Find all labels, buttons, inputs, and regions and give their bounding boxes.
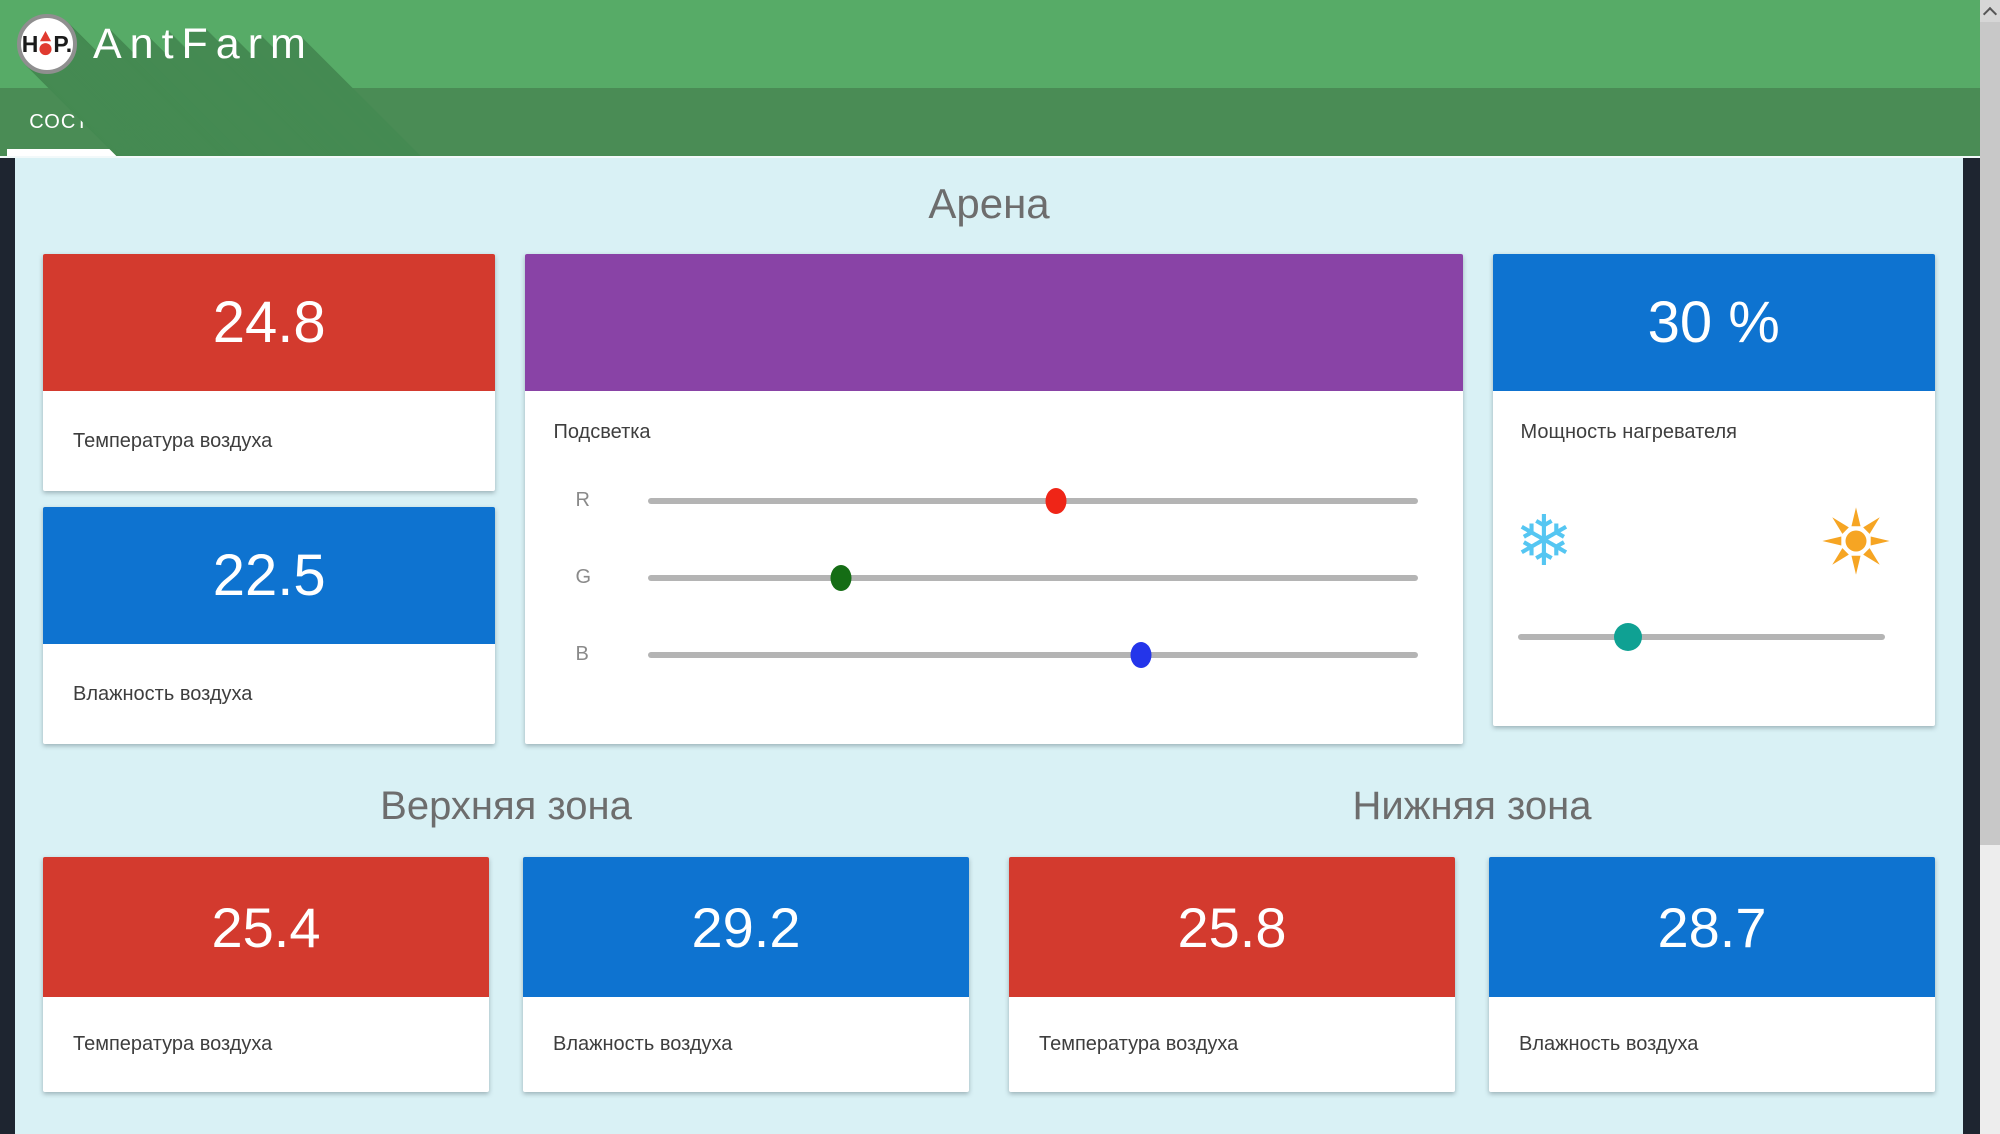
- card-label-panel: Влажность воздуха: [43, 644, 495, 744]
- heater-label: Мощность нагревателя: [1520, 421, 1737, 443]
- air-temperature-value: 24.8: [212, 290, 326, 355]
- upper-humidity-value: 29.2: [691, 895, 801, 959]
- card-value-panel: 29.2: [523, 857, 969, 997]
- slider-row-blue: B: [525, 616, 1462, 693]
- backlight-color-swatch: [525, 254, 1463, 391]
- logo-letter-p: P.: [53, 30, 73, 57]
- green-slider-thumb[interactable]: [830, 564, 852, 591]
- card-lower-humidity: 28.7 Влажность воздуха: [1489, 857, 1935, 1092]
- card-label-panel: Влажность воздуха: [523, 997, 969, 1092]
- card-upper-humidity: 29.2 Влажность воздуха: [523, 857, 969, 1092]
- lower-humidity-label: Влажность воздуха: [1519, 1033, 1699, 1055]
- section-title-arena: Арена: [928, 180, 1050, 227]
- backlight-controls: Подсветка R G: [525, 391, 1462, 744]
- scrollbar-up-button[interactable]: [1980, 0, 2000, 22]
- app-title: AntFarm: [93, 19, 314, 68]
- heater-icon-row: ❄: [1493, 504, 1935, 578]
- heater-value-panel: 30 %: [1492, 254, 1935, 391]
- slider-row-green: G: [525, 539, 1462, 616]
- section-title-upper-zone: Верхняя зона: [380, 784, 632, 828]
- card-arena-air-temperature: 24.8 Температура воздуха: [43, 254, 496, 491]
- red-slider-track[interactable]: [648, 487, 1418, 514]
- card-value-panel: 25.8: [1009, 857, 1455, 997]
- card-label-panel: Температура воздуха: [43, 997, 489, 1092]
- heater-slider-thumb[interactable]: [1613, 623, 1642, 651]
- card-arena-air-humidity: 22.5 Влажность воздуха: [43, 507, 496, 744]
- zones-row: Верхняя зона 25.4 Температура воздуха: [43, 784, 1935, 1092]
- blue-slider-thumb[interactable]: [1130, 641, 1152, 668]
- arena-stat-stack: 24.8 Температура воздуха 22.5 Влажно: [43, 254, 496, 744]
- tab-bar: СОСТОЯНИЕ ИЗОБРАЖЕНИЕ: [0, 88, 1980, 156]
- vertical-scrollbar[interactable]: [1980, 0, 2000, 1134]
- upper-zone-section: Верхняя зона 25.4 Температура воздуха: [43, 784, 969, 1092]
- slider-label-b: B: [575, 643, 589, 665]
- card-value-panel: 24.8: [43, 254, 496, 391]
- app-logo: H P.: [17, 14, 77, 74]
- tab-image[interactable]: ИЗОБРАЖЕНИЕ: [215, 110, 381, 133]
- card-lower-temperature: 25.8 Температура воздуха: [1009, 857, 1455, 1092]
- heater-slider-track[interactable]: [1517, 623, 1885, 651]
- air-humidity-value: 22.5: [212, 543, 326, 608]
- tab-state[interactable]: СОСТОЯНИЕ: [29, 110, 165, 133]
- card-label-panel: Влажность воздуха: [1489, 997, 1935, 1092]
- heater-controls: Мощность нагревателя ❄: [1493, 391, 1935, 726]
- card-label-panel: Температура воздуха: [1009, 997, 1455, 1092]
- upper-temperature-value: 25.4: [211, 895, 321, 959]
- slider-row-red: R: [525, 462, 1462, 539]
- upper-zone-grid: 25.4 Температура воздуха 29.2: [43, 857, 969, 1092]
- card-backlight: Подсветка R G: [525, 254, 1463, 744]
- section-title-lower-zone: Нижняя зона: [1352, 784, 1592, 828]
- card-value-panel: 28.7: [1489, 857, 1935, 997]
- active-tab-indicator: [7, 149, 187, 156]
- lower-zone-section: Нижняя зона 25.8 Температура воздуха: [1009, 784, 1935, 1092]
- chevron-up-icon: [1982, 6, 1998, 21]
- slider-label-g: G: [575, 566, 592, 588]
- card-heater: 30 % Мощность нагревателя ❄: [1492, 254, 1935, 726]
- sun-icon: [1822, 507, 1890, 575]
- app-header: H P. AntFarm: [0, 0, 1980, 88]
- blue-slider-track[interactable]: [648, 641, 1418, 668]
- scrollbar-thumb[interactable]: [1980, 22, 2000, 845]
- red-slider-thumb[interactable]: [1045, 487, 1067, 514]
- lower-temperature-value: 25.8: [1177, 895, 1287, 959]
- rgb-sliders: R G: [525, 462, 1462, 693]
- dashboard-canvas: Арена 24.8 Температура воздуха: [15, 158, 1963, 1134]
- logo-letter-h: H: [21, 30, 39, 57]
- air-temperature-label: Температура воздуха: [73, 429, 273, 452]
- upper-temperature-label: Температура воздуха: [73, 1033, 273, 1055]
- upper-humidity-label: Влажность воздуха: [553, 1033, 733, 1055]
- card-value-panel: 22.5: [43, 507, 496, 644]
- green-slider-track[interactable]: [648, 564, 1418, 591]
- card-upper-temperature: 25.4 Температура воздуха: [43, 857, 489, 1092]
- ant-icon: [39, 31, 52, 56]
- card-label-panel: Температура воздуха: [43, 391, 495, 491]
- page-content: Арена 24.8 Температура воздуха: [0, 156, 1980, 1134]
- arena-grid: 24.8 Температура воздуха 22.5 Влажно: [43, 254, 1935, 744]
- backlight-label: Подсветка: [553, 421, 651, 443]
- lower-temperature-label: Температура воздуха: [1039, 1033, 1239, 1055]
- lower-zone-grid: 25.8 Температура воздуха 28.7: [1009, 857, 1935, 1092]
- lower-humidity-value: 28.7: [1657, 895, 1767, 959]
- slider-label-r: R: [575, 489, 590, 511]
- heater-power-value: 30 %: [1647, 290, 1780, 355]
- air-humidity-label: Влажность воздуха: [73, 682, 253, 705]
- snowflake-icon: ❄: [1514, 502, 1574, 580]
- card-value-panel: 25.4: [43, 857, 489, 997]
